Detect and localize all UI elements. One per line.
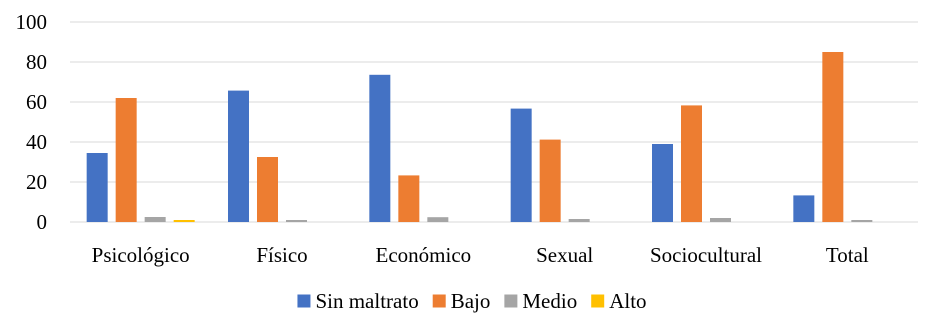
bar-alto	[173, 220, 195, 222]
bar-bajo	[115, 98, 137, 222]
y-tick-label: 40	[26, 130, 47, 154]
y-tick-label: 0	[37, 210, 48, 234]
bar-bajo	[539, 139, 561, 222]
bars	[86, 52, 873, 222]
bar-sin-maltrato	[652, 144, 673, 222]
legend: Sin maltrato Bajo Medio Alto	[297, 289, 647, 313]
legend-swatch	[504, 294, 518, 308]
y-tick-label: 80	[26, 50, 47, 74]
bar-bajo	[257, 157, 278, 222]
legend-label: Alto	[609, 289, 646, 313]
legend-label: Bajo	[451, 289, 491, 313]
bar-sin-maltrato	[86, 153, 108, 222]
bar-bajo	[822, 52, 844, 222]
bar-medio	[568, 219, 590, 222]
bar-bajo	[398, 175, 420, 222]
y-tick-label: 100	[16, 10, 48, 34]
bar-medio	[286, 220, 307, 222]
gridlines	[70, 21, 918, 223]
x-tick-label: Sociocultural	[650, 243, 762, 267]
legend-swatch	[297, 294, 311, 308]
y-tick-label: 20	[26, 170, 47, 194]
legend-label: Sin maltrato	[315, 289, 418, 313]
bar-medio	[427, 217, 449, 222]
axes: 0 20 40 60 80 100 Psicológico Físico Económico Se…	[16, 10, 869, 267]
legend-label: Medio	[522, 289, 577, 313]
bar-sin-maltrato	[369, 74, 391, 222]
bar-sin-maltrato	[228, 90, 249, 222]
x-tick-label: Psicológico	[92, 243, 190, 267]
bar-sin-maltrato	[793, 195, 815, 222]
x-tick-label: Económico	[376, 243, 472, 267]
bar-medio	[144, 217, 166, 222]
x-tick-label: Físico	[256, 243, 307, 267]
legend-swatch	[591, 294, 605, 308]
x-tick-label: Sexual	[536, 243, 593, 267]
legend-swatch	[432, 294, 446, 308]
bar-medio	[710, 218, 731, 222]
y-tick-label: 60	[26, 90, 47, 114]
x-tick-label: Total	[826, 243, 869, 267]
bar-bajo	[681, 105, 702, 222]
bar-sin-maltrato	[510, 108, 532, 222]
bar-medio	[851, 220, 873, 222]
